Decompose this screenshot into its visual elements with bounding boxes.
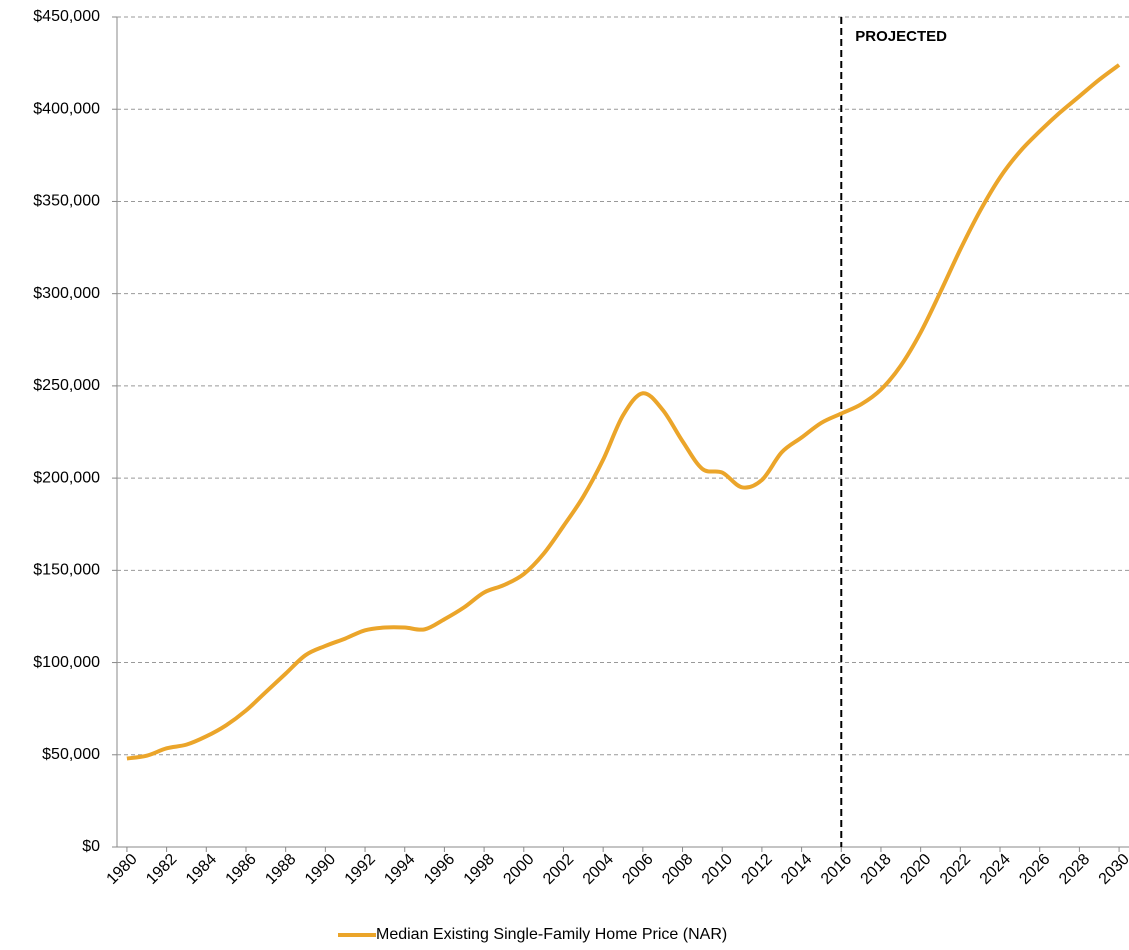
legend-label: Median Existing Single-Family Home Price… [376,926,727,943]
y-tick-label: $200,000 [33,469,100,486]
y-tick-label: $400,000 [33,100,100,117]
x-tick-label: 1986 [223,851,260,888]
x-tick-label: 2010 [699,851,736,888]
x-tick-label: 2030 [1096,851,1129,888]
y-tick-label: $50,000 [42,746,100,763]
x-tick-label: 2024 [977,851,1014,888]
x-tick-label: 2004 [580,851,617,888]
y-tick-label: $150,000 [33,562,100,579]
x-tick-label: 2026 [1016,851,1053,888]
annotation: PROJECTED [855,28,947,45]
x-tick-label: 2020 [897,851,934,888]
x-tick-label: 1980 [104,851,141,888]
x-tick-label: 2016 [818,851,855,888]
y-tick-label: $300,000 [33,285,100,302]
y-tick-label: $450,000 [33,8,100,25]
x-tick-label: 2014 [778,851,815,888]
x-tick-label: 1992 [342,851,379,888]
y-tick-label: $100,000 [33,654,100,671]
x-tick-label: 1988 [262,851,299,888]
x-tick-label: 2018 [858,851,895,888]
x-tick-label: 1982 [143,851,180,888]
y-tick-label: $250,000 [33,377,100,394]
x-tick-label: 1994 [381,851,418,888]
x-tick-label: 1990 [302,851,339,888]
x-tick-label: 1984 [183,851,220,888]
y-tick-label: $0 [82,838,100,855]
x-tick-label: 2006 [619,851,656,888]
x-tick-label: 2008 [659,851,696,888]
x-tick-label: 2028 [1056,851,1093,888]
data-line [126,63,1121,761]
x-tick-label: 1998 [461,851,498,888]
x-tick-label: 2000 [500,851,537,888]
x-tick-label: 2012 [739,851,776,888]
x-tick-label: 2022 [937,851,974,888]
x-tick-label: 2002 [540,851,577,888]
x-tick-label: 1996 [421,851,458,888]
y-tick-label: $350,000 [33,193,100,210]
